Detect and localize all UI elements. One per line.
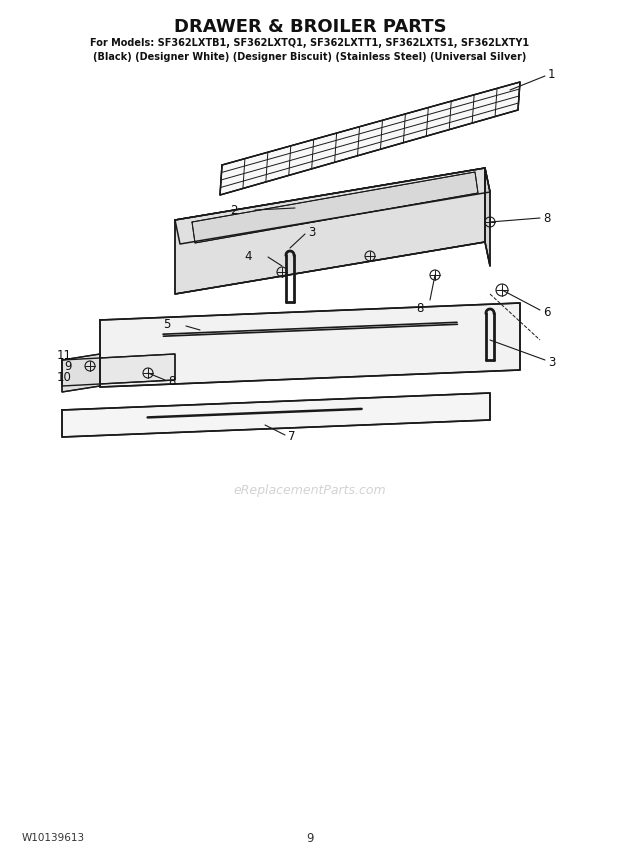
Text: 8: 8: [168, 375, 175, 388]
Text: 7: 7: [288, 430, 296, 443]
Polygon shape: [175, 168, 485, 294]
Text: 11: 11: [57, 348, 72, 361]
Polygon shape: [62, 393, 490, 437]
Text: (Black) (Designer White) (Designer Biscuit) (Stainless Steel) (Universal Silver): (Black) (Designer White) (Designer Biscu…: [94, 52, 526, 62]
Text: 6: 6: [543, 306, 551, 318]
Text: eReplacementParts.com: eReplacementParts.com: [234, 484, 386, 496]
Text: 4: 4: [244, 249, 252, 263]
Text: 1: 1: [548, 68, 556, 80]
Text: 8: 8: [543, 211, 551, 224]
Text: 5: 5: [162, 318, 170, 331]
Polygon shape: [62, 354, 100, 392]
Text: DRAWER & BROILER PARTS: DRAWER & BROILER PARTS: [174, 18, 446, 36]
Polygon shape: [485, 168, 490, 266]
Text: For Models: SF362LXTB1, SF362LXTQ1, SF362LXTT1, SF362LXTS1, SF362LXTY1: For Models: SF362LXTB1, SF362LXTQ1, SF36…: [91, 38, 529, 48]
Text: 3: 3: [308, 225, 316, 239]
Polygon shape: [175, 168, 490, 244]
Text: 9: 9: [64, 360, 72, 372]
Text: 10: 10: [57, 371, 72, 383]
Polygon shape: [220, 82, 520, 195]
Text: W10139613: W10139613: [22, 833, 85, 843]
Polygon shape: [100, 303, 520, 387]
Polygon shape: [62, 354, 175, 386]
Text: 2: 2: [231, 204, 238, 217]
Polygon shape: [192, 172, 478, 243]
Text: 8: 8: [416, 301, 423, 314]
Text: 3: 3: [548, 355, 556, 368]
Text: 9: 9: [306, 831, 314, 845]
